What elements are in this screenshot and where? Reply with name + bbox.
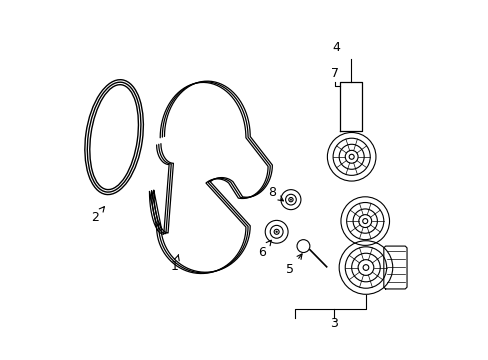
Text: 8: 8 (267, 186, 283, 201)
Text: 7: 7 (330, 67, 338, 80)
Text: 3: 3 (329, 317, 337, 330)
Text: 1: 1 (170, 255, 179, 273)
Text: 5: 5 (285, 254, 302, 276)
Text: 6: 6 (257, 240, 271, 259)
Circle shape (275, 231, 277, 233)
Circle shape (289, 199, 291, 201)
Text: 2: 2 (91, 207, 104, 224)
Text: 4: 4 (332, 41, 340, 54)
